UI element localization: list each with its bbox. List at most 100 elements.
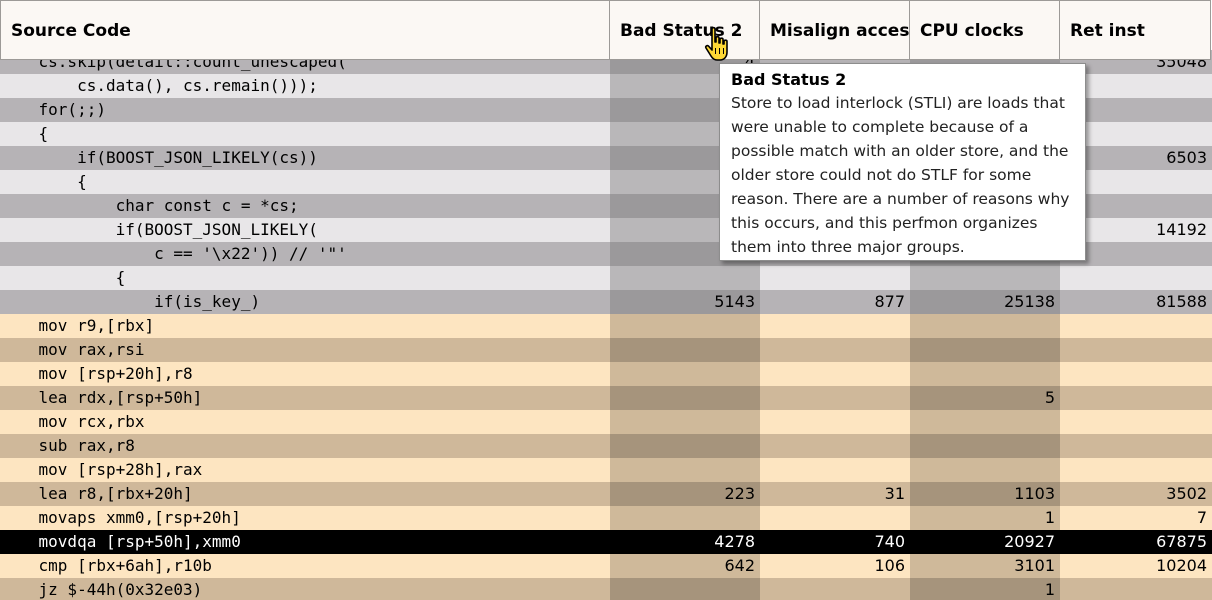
column-header-cpu-clocks[interactable]: CPU clocks — [909, 0, 1060, 60]
assembly-row[interactable]: movdqa [rsp+50h],xmm0 4278 740 20927 67875 — [0, 530, 1212, 554]
cpu-clocks-cell — [910, 362, 1060, 386]
misalign-access-cell: 106 — [760, 554, 910, 578]
cpu-clocks-cell — [910, 434, 1060, 458]
code-cell: for(;;) — [0, 98, 610, 122]
misalign-access-cell — [760, 578, 910, 600]
bad-status-2-cell — [610, 434, 760, 458]
code-cell: if(is_key_) — [0, 290, 610, 314]
assembly-row[interactable]: cmp [rbx+6ah],r10b 642 106 3101 10204 — [0, 554, 1212, 578]
ret-inst-cell — [1060, 386, 1212, 410]
tooltip-line: were unable to complete because of a — [731, 118, 1029, 136]
source-row[interactable]: if(is_key_) 5143 877 25138 81588 — [0, 290, 1212, 314]
code-cell: char const c = *cs; — [0, 194, 610, 218]
column-header-cpu-clocks-label: CPU clocks — [920, 21, 1024, 41]
ret-inst-cell: 81588 — [1060, 290, 1212, 314]
misalign-access-cell — [760, 314, 910, 338]
bad-status-2-cell — [610, 410, 760, 434]
code-cell: { — [0, 170, 610, 194]
code-cell: lea rdx,[rsp+50h] — [0, 386, 610, 410]
ret-inst-cell — [1060, 458, 1212, 482]
tooltip-line: this occurs, and this perfmon organizes — [731, 214, 1038, 232]
code-cell: mov r9,[rbx] — [0, 314, 610, 338]
assembly-row[interactable]: sub rax,r8 — [0, 434, 1212, 458]
code-cell: jz $-44h(0x32e03) — [0, 578, 610, 600]
assembly-row[interactable]: lea r8,[rbx+20h] 223 31 1103 3502 — [0, 482, 1212, 506]
ret-inst-cell: 67875 — [1060, 530, 1212, 554]
code-cell: if(BOOST_JSON_LIKELY(cs)) — [0, 146, 610, 170]
column-header-misalign-access-label: Misalign access — [770, 21, 910, 41]
assembly-row[interactable]: lea rdx,[rsp+50h] 5 — [0, 386, 1212, 410]
misalign-access-cell — [760, 458, 910, 482]
cpu-clocks-cell — [910, 314, 1060, 338]
cpu-clocks-cell — [910, 458, 1060, 482]
cpu-clocks-cell: 20927 — [910, 530, 1060, 554]
assembly-row[interactable]: mov [rsp+20h],r8 — [0, 362, 1212, 386]
bad-status-2-cell: 4278 — [610, 530, 760, 554]
code-cell: cmp [rbx+6ah],r10b — [0, 554, 610, 578]
tooltip-line: them into three major groups. — [731, 238, 965, 256]
ret-inst-cell — [1060, 434, 1212, 458]
code-cell: mov rax,rsi — [0, 338, 610, 362]
code-cell: movdqa [rsp+50h],xmm0 — [0, 530, 610, 554]
cpu-clocks-cell: 1 — [910, 506, 1060, 530]
assembly-row[interactable]: jz $-44h(0x32e03) 1 — [0, 578, 1212, 600]
bad-status-2-cell — [610, 362, 760, 386]
cpu-clocks-cell — [910, 266, 1060, 290]
code-cell: cs.data(), cs.remain())); — [0, 74, 610, 98]
assembly-row[interactable]: mov [rsp+28h],rax — [0, 458, 1212, 482]
column-header-bad-status-2[interactable]: Bad Status 2 — [609, 0, 760, 60]
ret-inst-cell: 3502 — [1060, 482, 1212, 506]
column-header-ret-inst-label: Ret inst — [1070, 21, 1145, 41]
source-row[interactable]: { — [0, 266, 1212, 290]
column-tooltip: Bad Status 2 Store to load interlock (ST… — [719, 63, 1086, 261]
code-cell: lea r8,[rbx+20h] — [0, 482, 610, 506]
tooltip-line: reason. There are a number of reasons wh… — [731, 190, 1070, 208]
misalign-access-cell — [760, 410, 910, 434]
misalign-access-cell — [760, 506, 910, 530]
code-cell: mov [rsp+20h],r8 — [0, 362, 610, 386]
tooltip-line: possible match with an older store, and … — [731, 142, 1069, 160]
ret-inst-cell — [1060, 266, 1212, 290]
column-header-ret-inst[interactable]: Ret inst — [1059, 0, 1211, 60]
bad-status-2-cell — [610, 386, 760, 410]
column-header-source-code[interactable]: Source Code — [0, 0, 610, 60]
cpu-clocks-cell: 1103 — [910, 482, 1060, 506]
bad-status-2-cell: 642 — [610, 554, 760, 578]
assembly-row[interactable]: mov r9,[rbx] — [0, 314, 1212, 338]
tooltip-body: Store to load interlock (STLI) are loads… — [731, 91, 1074, 259]
misalign-access-cell — [760, 338, 910, 362]
source-row[interactable]: c == '\x22')) // '"' — [0, 242, 1212, 266]
misalign-access-cell: 31 — [760, 482, 910, 506]
ret-inst-cell: 10204 — [1060, 554, 1212, 578]
assembly-row[interactable]: mov rcx,rbx — [0, 410, 1212, 434]
column-header-misalign-access[interactable]: Misalign access — [759, 0, 910, 60]
cpu-clocks-cell: 25138 — [910, 290, 1060, 314]
code-cell: mov rcx,rbx — [0, 410, 610, 434]
bad-status-2-cell: 5143 — [610, 290, 760, 314]
cpu-clocks-cell: 3101 — [910, 554, 1060, 578]
bad-status-2-cell — [610, 314, 760, 338]
table-header: Source Code Bad Status 2 Misalign access… — [0, 0, 1212, 62]
bad-status-2-cell: 223 — [610, 482, 760, 506]
tooltip-title: Bad Status 2 — [731, 70, 847, 89]
tooltip-line: Store to load interlock (STLI) are loads… — [731, 94, 1065, 112]
code-cell: movaps xmm0,[rsp+20h] — [0, 506, 610, 530]
code-cell: { — [0, 122, 610, 146]
code-cell: mov [rsp+28h],rax — [0, 458, 610, 482]
code-cell: if(BOOST_JSON_LIKELY( — [0, 218, 610, 242]
ret-inst-cell — [1060, 410, 1212, 434]
misalign-access-cell — [760, 434, 910, 458]
bad-status-2-cell — [610, 506, 760, 530]
cpu-clocks-cell: 1 — [910, 578, 1060, 600]
bad-status-2-cell — [610, 266, 760, 290]
assembly-row[interactable]: mov rax,rsi — [0, 338, 1212, 362]
ret-inst-cell — [1060, 362, 1212, 386]
ret-inst-cell: 7 — [1060, 506, 1212, 530]
misalign-access-cell: 877 — [760, 290, 910, 314]
ret-inst-cell — [1060, 314, 1212, 338]
assembly-row[interactable]: movaps xmm0,[rsp+20h] 1 7 — [0, 506, 1212, 530]
cpu-clocks-cell — [910, 338, 1060, 362]
bad-status-2-cell — [610, 338, 760, 362]
code-cell: sub rax,r8 — [0, 434, 610, 458]
cpu-clocks-cell: 5 — [910, 386, 1060, 410]
